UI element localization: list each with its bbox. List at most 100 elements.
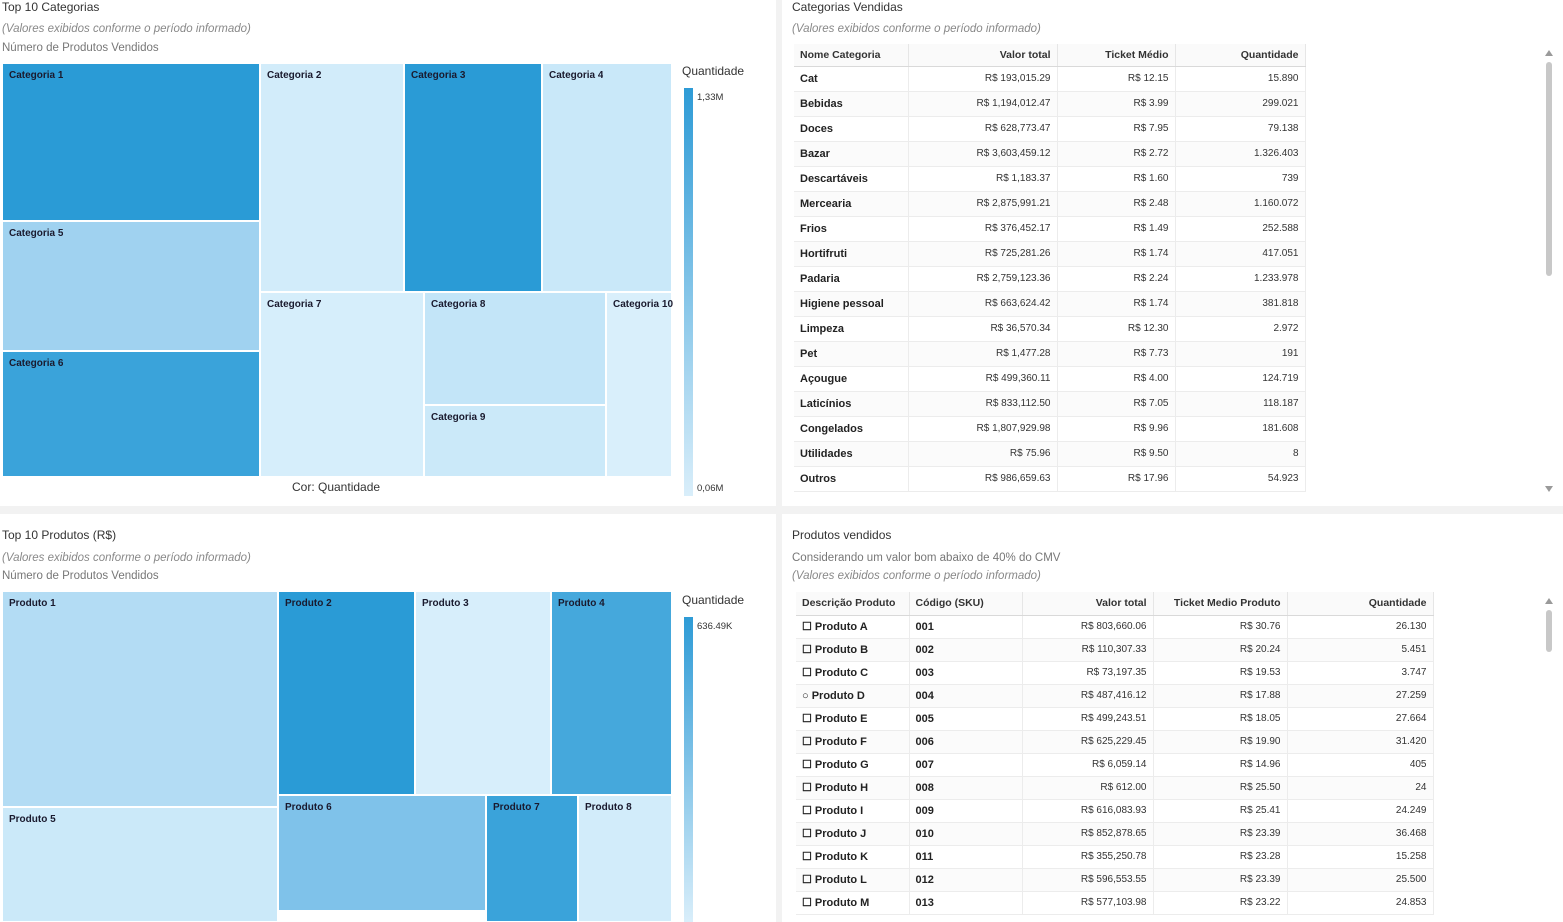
treemap-tile[interactable]: Produto 4 [551,591,672,795]
table-cell: R$ 1.60 [1057,166,1176,192]
table-row[interactable]: ☐ Produto I 009 R$ 616,083.93 R$ 25.41 24.24… [796,799,1434,823]
table-cell: 36.468 [1287,822,1434,846]
treemap-tile[interactable]: Categoria 3 [404,63,542,292]
products-table: Descrição Produto Código (SKU) Valor total… [796,592,1434,915]
table-row[interactable]: Utilidades R$ 75.96 R$ 9.50 8 [794,441,1306,467]
scroll-down-arrow[interactable] [1545,486,1553,492]
table-cell: ☐ Produto J [796,822,910,846]
treemap-tile[interactable]: Categoria 10 [606,292,674,477]
treemap-tile[interactable]: Produto 2 [278,591,415,795]
scroll-up-arrow[interactable] [1545,50,1553,56]
table-cell: R$ 7.05 [1057,391,1176,417]
table-cell: ☐ Produto F [796,730,910,754]
treemap-tile[interactable]: Produto 1 [2,591,278,807]
treemap-tile[interactable]: Categoria 8 [424,292,606,405]
vertical-divider [776,0,782,922]
table-row[interactable]: Bazar R$ 3,603,459.12 R$ 2.72 1.326.403 [794,141,1306,167]
table-row[interactable]: ☐ Produto C 003 R$ 73,197.35 R$ 19.53 3.747 [796,661,1434,685]
color-scale-bar [684,88,693,496]
table-cell: 124.719 [1175,366,1306,392]
column-header[interactable]: Valor total [908,44,1058,67]
column-header[interactable]: Código (SKU) [909,592,1023,616]
table-row[interactable]: Mercearia R$ 2,875,991.21 R$ 2.48 1.160.072 [794,191,1306,217]
table-cell: ☐ Produto B [796,638,910,662]
table-cell: R$ 19.53 [1153,661,1288,685]
table-row[interactable]: Laticínios R$ 833,112.50 R$ 7.05 118.187 [794,391,1306,417]
table-row[interactable]: Cat R$ 193,015.29 R$ 12.15 15.890 [794,66,1306,92]
column-header[interactable]: Ticket Médio [1057,44,1176,67]
table-cell: R$ 6,059.14 [1022,753,1154,777]
column-header[interactable]: Ticket Medio Produto [1153,592,1288,616]
table-row[interactable]: ☐ Produto G 007 R$ 6,059.14 R$ 14.96 405 [796,753,1434,777]
table-row[interactable]: Padaria R$ 2,759,123.36 R$ 2.24 1.233.978 [794,266,1306,292]
table-cell: R$ 2.48 [1057,191,1176,217]
horizontal-divider [0,506,1563,514]
table-cell: R$ 803,660.06 [1022,615,1154,639]
table-cell: R$ 1,194,012.47 [908,91,1058,117]
products-scroll-up-arrow[interactable] [1545,598,1553,604]
table-row[interactable]: Doces R$ 628,773.47 R$ 7.95 79.138 [794,116,1306,142]
table-row[interactable]: Frios R$ 376,452.17 R$ 1.49 252.588 [794,216,1306,242]
treemap-tile-label: Categoria 10 [613,299,674,310]
table-cell: 006 [909,730,1023,754]
treemap-tile-label: Produto 4 [558,598,605,609]
table-cell: R$ 986,659.63 [908,466,1058,492]
table-cell: 31.420 [1287,730,1434,754]
treemap-tile[interactable]: Categoria 9 [424,405,606,477]
column-header[interactable]: Quantidade [1175,44,1306,67]
table-cell: R$ 23.39 [1153,822,1288,846]
table-cell: R$ 663,624.42 [908,291,1058,317]
products-sold-subtitle: Considerando um valor bom abaixo de 40% … [792,552,1061,564]
table-row[interactable]: ☐ Produto K 011 R$ 355,250.78 R$ 23.28 15.25… [796,845,1434,869]
column-header[interactable]: Valor total [1022,592,1154,616]
table-row[interactable]: Açougue R$ 499,360.11 R$ 4.00 124.719 [794,366,1306,392]
table-cell: R$ 4.00 [1057,366,1176,392]
table-row[interactable]: ☐ Produto M 013 R$ 577,103.98 R$ 23.22 24.85… [796,891,1434,915]
treemap-tile[interactable]: Produto 5 [2,807,278,922]
products-legend-title: Quantidade [682,593,745,607]
table-row[interactable]: Higiene pessoal R$ 663,624.42 R$ 1.74 381.8… [794,291,1306,317]
table-cell: R$ 487,416.12 [1022,684,1154,708]
treemap-tile[interactable]: Categoria 1 [2,63,260,221]
table-cell: R$ 23.22 [1153,891,1288,915]
table-cell: 1.326.403 [1175,141,1306,167]
treemap-tile[interactable]: Categoria 7 [260,292,424,477]
table-cell: R$ 17.96 [1057,466,1176,492]
table-row[interactable]: Limpeza R$ 36,570.34 R$ 12.30 2.972 [794,316,1306,342]
table-cell: R$ 1.74 [1057,241,1176,267]
treemap-tile[interactable]: Categoria 6 [2,351,260,477]
treemap-tile[interactable]: Produto 7 [486,795,578,922]
treemap-tile[interactable]: Produto 3 [415,591,551,795]
products-scrollbar-thumb[interactable] [1546,610,1552,652]
table-row[interactable]: ☐ Produto L 012 R$ 596,553.55 R$ 23.39 25.50… [796,868,1434,892]
column-header[interactable]: Quantidade [1287,592,1434,616]
table-cell: Mercearia [794,191,909,217]
table-row[interactable]: ☐ Produto F 006 R$ 625,229.45 R$ 19.90 31.42… [796,730,1434,754]
table-row[interactable]: Congelados R$ 1,807,929.98 R$ 9.96 181.608 [794,416,1306,442]
treemap-tile[interactable]: Categoria 5 [2,221,260,351]
table-cell: R$ 9.96 [1057,416,1176,442]
treemap-tile[interactable]: Produto 8 [578,795,672,922]
column-header[interactable]: Nome Categoria [794,44,909,67]
table-row[interactable]: Pet R$ 1,477.28 R$ 7.73 191 [794,341,1306,367]
table-row[interactable]: Hortifruti R$ 725,281.26 R$ 1.74 417.051 [794,241,1306,267]
treemap-tile[interactable]: Produto 6 [278,795,486,911]
table-cell: R$ 12.30 [1057,316,1176,342]
column-header[interactable]: Descrição Produto [796,592,910,616]
table-row[interactable]: ☐ Produto A 001 R$ 803,660.06 R$ 30.76 26.13… [796,615,1434,639]
table-cell: 2.972 [1175,316,1306,342]
scrollbar-thumb[interactable] [1546,62,1552,276]
table-row[interactable]: Bebidas R$ 1,194,012.47 R$ 3.99 299.021 [794,91,1306,117]
treemap-tile[interactable]: Categoria 2 [260,63,404,292]
table-row[interactable]: Descartáveis R$ 1,183.37 R$ 1.60 739 [794,166,1306,192]
table-row[interactable]: ☐ Produto H 008 R$ 612.00 R$ 25.50 24 [796,776,1434,800]
table-row[interactable]: Outros R$ 986,659.63 R$ 17.96 54.923 [794,466,1306,492]
table-row[interactable]: ○ Produto D 004 R$ 487,416.12 R$ 17.88 27.25… [796,684,1434,708]
table-cell: Frios [794,216,909,242]
table-cell: Laticínios [794,391,909,417]
table-row[interactable]: ☐ Produto J 010 R$ 852,878.65 R$ 23.39 36.46… [796,822,1434,846]
treemap-tile[interactable]: Categoria 4 [542,63,672,292]
table-row[interactable]: ☐ Produto E 005 R$ 499,243.51 R$ 18.05 27.66… [796,707,1434,731]
table-row[interactable]: ☐ Produto B 002 R$ 110,307.33 R$ 20.24 5.451 [796,638,1434,662]
table-cell: R$ 499,243.51 [1022,707,1154,731]
